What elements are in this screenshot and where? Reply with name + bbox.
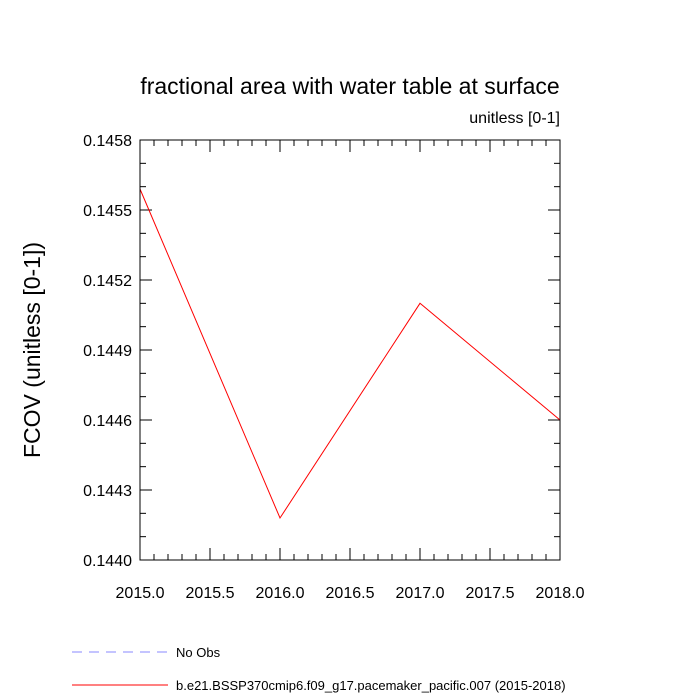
x-tick-label: 2018.0 (536, 585, 585, 602)
x-tick-label: 2017.0 (396, 585, 445, 602)
plot-frame (139, 139, 561, 561)
y-tick-label: 0.1443 (83, 483, 132, 500)
x-tick-label: 2016.5 (326, 585, 375, 602)
y-tick-label: 0.1446 (83, 413, 132, 430)
y-tick-label: 0.1452 (83, 273, 132, 290)
y-tick-label: 0.1440 (83, 553, 132, 570)
x-tick-label: 2015.0 (116, 585, 165, 602)
chart-title: fractional area with water table at surf… (140, 73, 559, 99)
series-layer (139, 188, 561, 520)
legend-label: b.e21.BSSP370cmip6.f09_g17.pacemaker_pac… (176, 678, 566, 693)
legend: No Obs b.e21.BSSP370cmip6.f09_g17.pacemak… (72, 645, 566, 693)
series-line (139, 188, 561, 520)
y-axis-label: FCOV (unitless [0-1]) (19, 242, 45, 458)
y-tick-label: 0.1449 (83, 343, 132, 360)
x-tick-label: 2017.5 (466, 585, 515, 602)
x-tick-label: 2015.5 (186, 585, 235, 602)
y-tick-label: 0.1455 (83, 203, 132, 220)
x-tick-label: 2016.0 (256, 585, 305, 602)
legend-label: No Obs (176, 645, 221, 660)
chart-subtitle: unitless [0-1] (469, 110, 560, 127)
y-tick-label: 0.1458 (83, 133, 132, 150)
axis-ticks: 2015.0 2015.5 2016.0 2016.5 2017.0 2017.5 2018… (83, 133, 585, 602)
